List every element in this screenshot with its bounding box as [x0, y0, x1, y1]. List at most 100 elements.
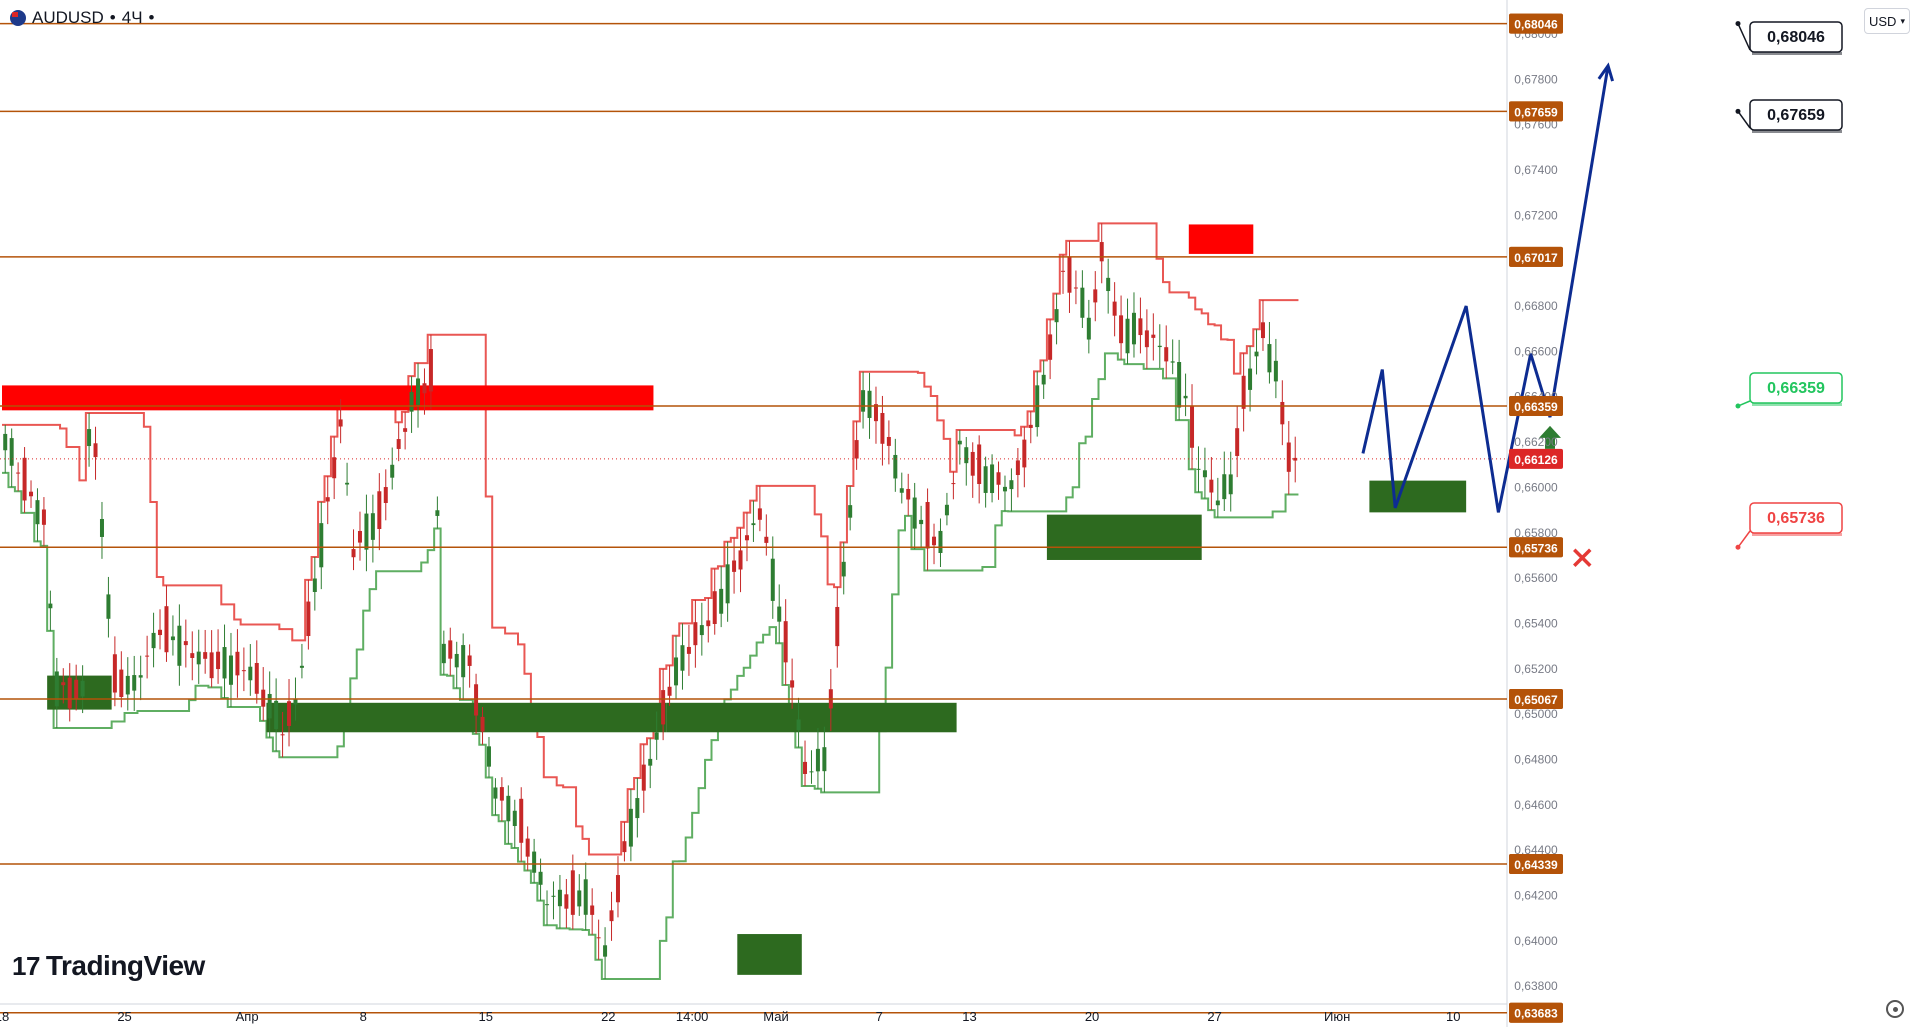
- candle-body: [990, 464, 995, 494]
- candle-body: [1177, 362, 1182, 408]
- candle-body: [467, 655, 472, 666]
- candle-body: [815, 748, 820, 772]
- level-label-text: 0,65067: [1514, 693, 1558, 707]
- x-tick-label: 7: [876, 1009, 883, 1024]
- candle-body: [1209, 479, 1214, 493]
- level-label-bg: [1509, 1002, 1563, 1023]
- current-price-bg: [1509, 448, 1563, 469]
- candle-body: [99, 518, 104, 537]
- candle-body: [1061, 270, 1066, 272]
- level-label-bg: [1509, 537, 1563, 558]
- level-label-bg: [1509, 246, 1563, 267]
- candle-body: [1267, 344, 1272, 373]
- candle-body: [893, 454, 898, 479]
- candle-body: [93, 443, 98, 458]
- level-label-bg: [1509, 688, 1563, 709]
- candle-body: [209, 652, 214, 679]
- price-callout-entry: 0,66359: [1735, 372, 1843, 409]
- x-tick-label: 20: [1085, 1009, 1099, 1024]
- y-tick-label: 0,66600: [1514, 344, 1558, 358]
- callout-leader: [1737, 110, 1751, 129]
- candle-body: [409, 392, 414, 412]
- x-tick-label: 14:00: [676, 1009, 709, 1024]
- candle-body: [22, 457, 27, 501]
- gear-icon[interactable]: [1886, 1000, 1904, 1018]
- level-label-text: 0,64339: [1514, 858, 1558, 872]
- candle-body: [1086, 317, 1091, 340]
- candle-body: [1119, 315, 1124, 344]
- y-tick-label: 0,67800: [1514, 72, 1558, 86]
- candle-body: [396, 439, 401, 449]
- currency-selector[interactable]: USD ▾: [1864, 8, 1910, 34]
- candle-body: [403, 428, 408, 432]
- level-label-text: 0,67659: [1514, 105, 1558, 119]
- candle-body: [570, 870, 575, 915]
- level-label-bg: [1509, 853, 1563, 874]
- candle-body: [719, 588, 724, 614]
- candle-body: [1273, 360, 1278, 382]
- symbol-header[interactable]: AUDUSD • 4Ч •: [10, 8, 155, 28]
- candle-body: [177, 625, 182, 666]
- candle-body: [67, 677, 72, 709]
- x-tick-label: 15: [479, 1009, 493, 1024]
- candle-body: [880, 412, 885, 444]
- candle-body: [777, 606, 782, 622]
- currency-label: USD: [1869, 13, 1897, 29]
- price-axis-panel: [1507, 0, 1920, 1027]
- candle-body: [428, 349, 433, 392]
- candle-body: [538, 871, 543, 885]
- candle-body: [1254, 351, 1259, 357]
- x-tick-label: 13: [962, 1009, 976, 1024]
- candle-body: [1293, 457, 1298, 461]
- candle-body: [274, 700, 279, 730]
- candle-body: [725, 564, 730, 604]
- header-separator: •: [109, 8, 116, 27]
- callout-anchor: [1735, 403, 1741, 409]
- candle-body: [680, 645, 685, 671]
- candle-body: [499, 787, 504, 801]
- candle-body: [106, 594, 111, 619]
- candle-body: [377, 491, 382, 529]
- candle-body: [790, 680, 795, 688]
- candle-body: [1151, 334, 1156, 338]
- candle-body: [1093, 289, 1098, 303]
- candle-body: [686, 646, 691, 654]
- candle-body: [848, 505, 853, 518]
- candle-body: [441, 643, 446, 664]
- symbol-name: AUDUSD: [32, 8, 104, 27]
- candle-body: [280, 734, 285, 736]
- timeframe-label[interactable]: 4Ч: [121, 8, 143, 27]
- callout-label: 0,68046: [1767, 29, 1825, 46]
- y-tick-label: 0,66000: [1514, 480, 1558, 494]
- candle-body: [1048, 334, 1053, 360]
- candle-body: [1164, 347, 1169, 362]
- candle-body: [332, 457, 337, 479]
- candle-body: [1041, 374, 1046, 385]
- candle-body: [248, 666, 253, 681]
- candle-body: [125, 675, 130, 695]
- plot-layer: [0, 22, 1615, 1014]
- candle-body: [757, 508, 762, 520]
- candle-body: [751, 523, 756, 526]
- candle-body: [693, 622, 698, 646]
- candle-body: [1248, 368, 1253, 390]
- candle-body: [641, 764, 646, 791]
- candle-body: [557, 889, 562, 907]
- candle-body: [345, 482, 350, 485]
- tradingview-logo[interactable]: 17 TradingView: [12, 950, 205, 982]
- candle-body: [364, 513, 369, 550]
- candle-body: [183, 641, 188, 646]
- candle-body: [338, 419, 343, 427]
- x-tick-label: 27: [1207, 1009, 1221, 1024]
- candle-body: [216, 651, 221, 670]
- candle-body: [951, 483, 956, 485]
- candle-body: [583, 879, 588, 915]
- candle-body: [1144, 330, 1149, 348]
- candle-body: [770, 558, 775, 601]
- y-tick-label: 0,67400: [1514, 163, 1558, 177]
- candle-body: [628, 808, 633, 847]
- callout-leader: [1737, 530, 1751, 548]
- candle-body: [506, 795, 511, 822]
